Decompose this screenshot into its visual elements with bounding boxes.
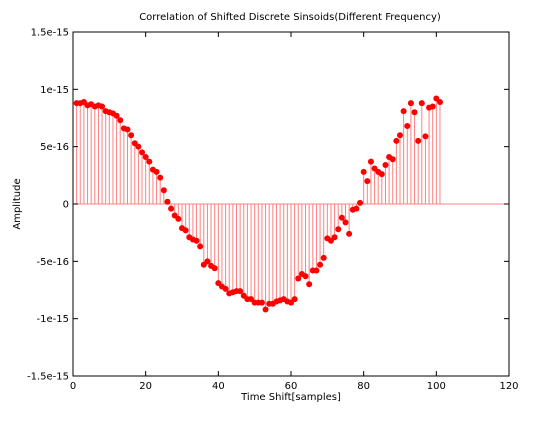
data-point [378, 171, 385, 178]
data-point [357, 199, 364, 206]
y-tick-label: 1.5e-15 [31, 28, 69, 39]
x-tick-label: 40 [212, 381, 225, 392]
data-point [367, 158, 374, 165]
data-point [157, 174, 164, 181]
x-tick-label: 0 [70, 381, 76, 392]
data-point [313, 267, 320, 274]
data-point [175, 215, 182, 222]
data-point [237, 288, 244, 295]
y-tick-label: -1.5e-15 [27, 372, 69, 383]
data-point [364, 178, 371, 185]
x-tick-label: 80 [357, 381, 370, 392]
x-tick-label: 60 [285, 381, 298, 392]
data-point [422, 133, 429, 140]
data-point [418, 100, 425, 107]
data-point [382, 162, 389, 169]
data-point [415, 137, 422, 144]
data-point [128, 132, 135, 139]
data-point [113, 112, 120, 119]
y-tick-label: 5e-16 [40, 142, 69, 153]
data-point [411, 109, 418, 116]
stems-group [76, 98, 441, 310]
data-point [124, 126, 131, 133]
data-point [139, 149, 146, 156]
chart-title: Correlation of Shifted Discrete Sinsoids… [139, 12, 441, 23]
data-point [295, 275, 302, 282]
data-point [262, 306, 269, 313]
data-point [117, 117, 124, 124]
data-point [142, 153, 149, 160]
data-point [153, 168, 160, 175]
data-point [346, 230, 353, 237]
data-point [353, 205, 360, 212]
data-point [404, 123, 411, 130]
data-point [146, 158, 153, 165]
data-point [320, 254, 327, 261]
data-point [338, 214, 345, 221]
data-point [302, 273, 309, 280]
y-axis-label: Amplitude [12, 178, 23, 229]
data-point [258, 299, 265, 306]
data-point [317, 261, 324, 268]
data-point [360, 168, 367, 175]
data-point [397, 132, 403, 139]
y-tick-label: -5e-16 [37, 257, 69, 268]
data-point [342, 219, 349, 226]
data-point [193, 237, 200, 244]
data-point [99, 103, 106, 110]
x-tick-label: 120 [499, 381, 518, 392]
y-tick-label: 0 [63, 200, 69, 211]
y-tick-label: 1e-15 [40, 85, 69, 96]
data-point [389, 156, 396, 163]
x-axis-label: Time Shift[samples] [240, 392, 341, 403]
data-point [164, 198, 171, 205]
data-point [331, 234, 338, 241]
x-tick-label: 100 [427, 381, 446, 392]
data-point [407, 100, 414, 107]
data-point [393, 137, 400, 144]
markers-group [73, 95, 443, 313]
data-point [291, 296, 298, 303]
data-point [135, 143, 142, 150]
data-point [182, 227, 189, 234]
y-tick-label: -1e-15 [37, 314, 69, 325]
y-axis-ticks: 1.5e-15 1e-15 5e-16 0 -5e-16 -1e-15 -1.5e-15 [27, 28, 509, 383]
data-point [204, 258, 211, 265]
data-point [335, 226, 342, 233]
x-axis-ticks: 0 20 40 60 80 100 120 [70, 32, 519, 392]
data-point [211, 265, 218, 272]
data-point [160, 187, 167, 194]
data-point [222, 285, 229, 292]
data-point [168, 205, 175, 212]
x-tick-label: 20 [139, 381, 152, 392]
data-point [429, 103, 436, 110]
data-point [400, 108, 407, 115]
data-point [436, 98, 443, 105]
data-point [306, 281, 313, 288]
data-point [197, 243, 204, 250]
